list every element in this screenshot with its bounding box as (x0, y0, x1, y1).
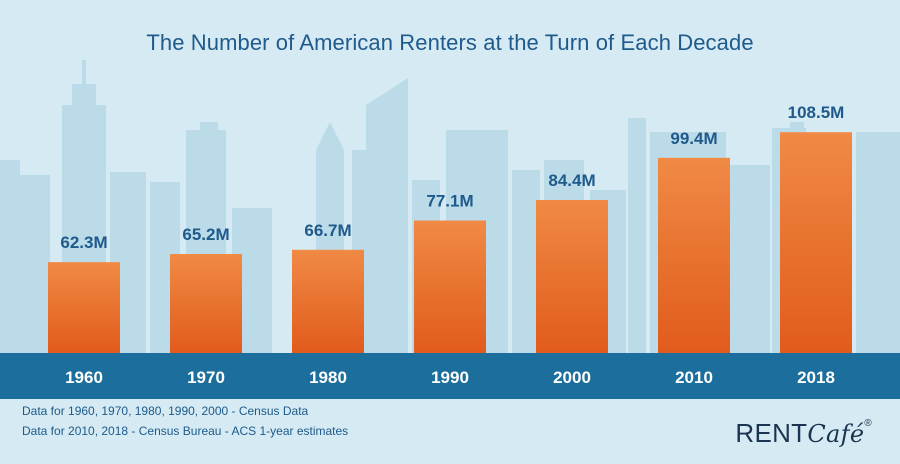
x-axis-band (0, 353, 900, 399)
chart-title: The Number of American Renters at the Tu… (146, 30, 754, 55)
category-label-1980: 1980 (309, 368, 347, 387)
value-label-2018: 108.5M (788, 103, 845, 122)
value-label-1970: 65.2M (182, 225, 229, 244)
bar-1970 (170, 254, 242, 353)
category-label-1960: 1960 (65, 368, 103, 387)
bar-2018 (780, 132, 852, 353)
bar-2000 (536, 200, 608, 353)
bar-1980 (292, 249, 364, 353)
bar-2010 (658, 157, 730, 353)
source-note-1: Data for 1960, 1970, 1980, 1990, 2000 - … (22, 404, 309, 418)
bar-1990 (414, 220, 486, 353)
value-label-1960: 62.3M (60, 233, 107, 252)
logo-cafe: Café (807, 420, 865, 448)
category-label-1970: 1970 (187, 368, 225, 387)
logo-registered-mark: ® (864, 418, 872, 430)
logo-rent: RENT (735, 418, 808, 448)
source-notes: Data for 1960, 1970, 1980, 1990, 2000 - … (22, 401, 348, 441)
value-label-2000: 84.4M (548, 171, 595, 190)
category-label-2018: 2018 (797, 368, 835, 387)
value-label-2010: 99.4M (670, 129, 717, 148)
category-label-1990: 1990 (431, 368, 469, 387)
rentcafe-logo: RENTCafé® (735, 418, 872, 449)
bar-1960 (48, 262, 120, 353)
category-label-2000: 2000 (553, 368, 591, 387)
value-label-1980: 66.7M (304, 221, 351, 240)
category-label-2010: 2010 (675, 368, 713, 387)
value-label-1990: 77.1M (426, 192, 473, 211)
source-note-2: Data for 2010, 2018 - Census Bureau - AC… (22, 424, 349, 438)
